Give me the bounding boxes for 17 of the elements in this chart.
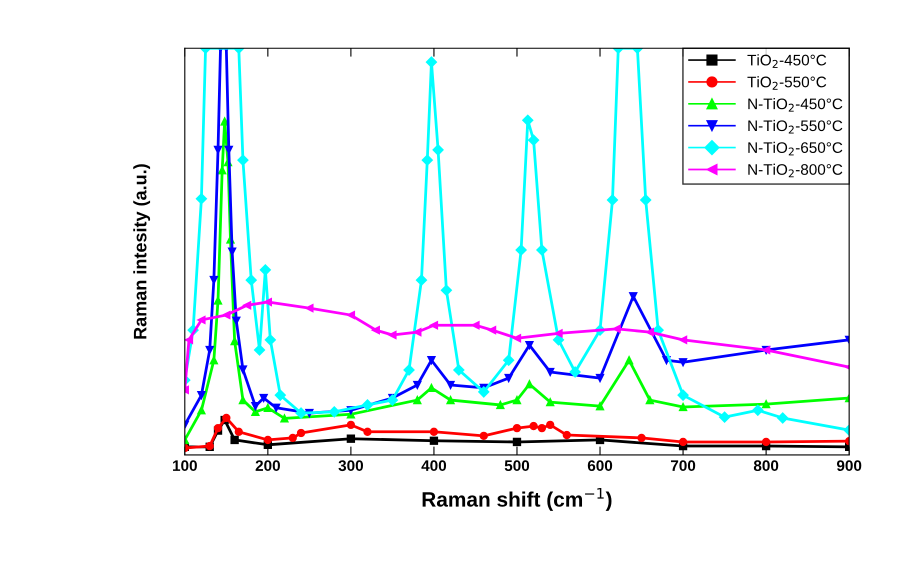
legend-label: TiO$_{2}$-550°C [747,76,826,90]
x-tick-label: 300 [338,460,364,472]
legend-label: N-TiO$_{2}$-550°C [748,120,842,134]
x-tick-label: 700 [670,460,696,472]
x-tick-label: 200 [256,460,280,472]
x-tick-label: 100 [173,460,197,472]
legend-label: N-TiO$_{2}$-800°C [748,164,842,178]
x-tick-label: 900 [836,460,862,472]
x-tick-label: 500 [504,460,530,472]
y-axis-title: Raman intesity (a.u.) [133,164,150,339]
legend-label: N-TiO$_{2}$-450°C [748,98,842,112]
legend-label: N-TiO$_{2}$-650°C [748,142,842,156]
x-axis-title: Raman shift (cm$^{−1}$) [422,488,612,511]
x-tick-label: 400 [421,460,446,472]
x-tick-label: 800 [754,460,778,472]
x-tick-label: 600 [588,460,612,472]
legend-label: TiO$_{2}$-450°C [747,54,826,68]
